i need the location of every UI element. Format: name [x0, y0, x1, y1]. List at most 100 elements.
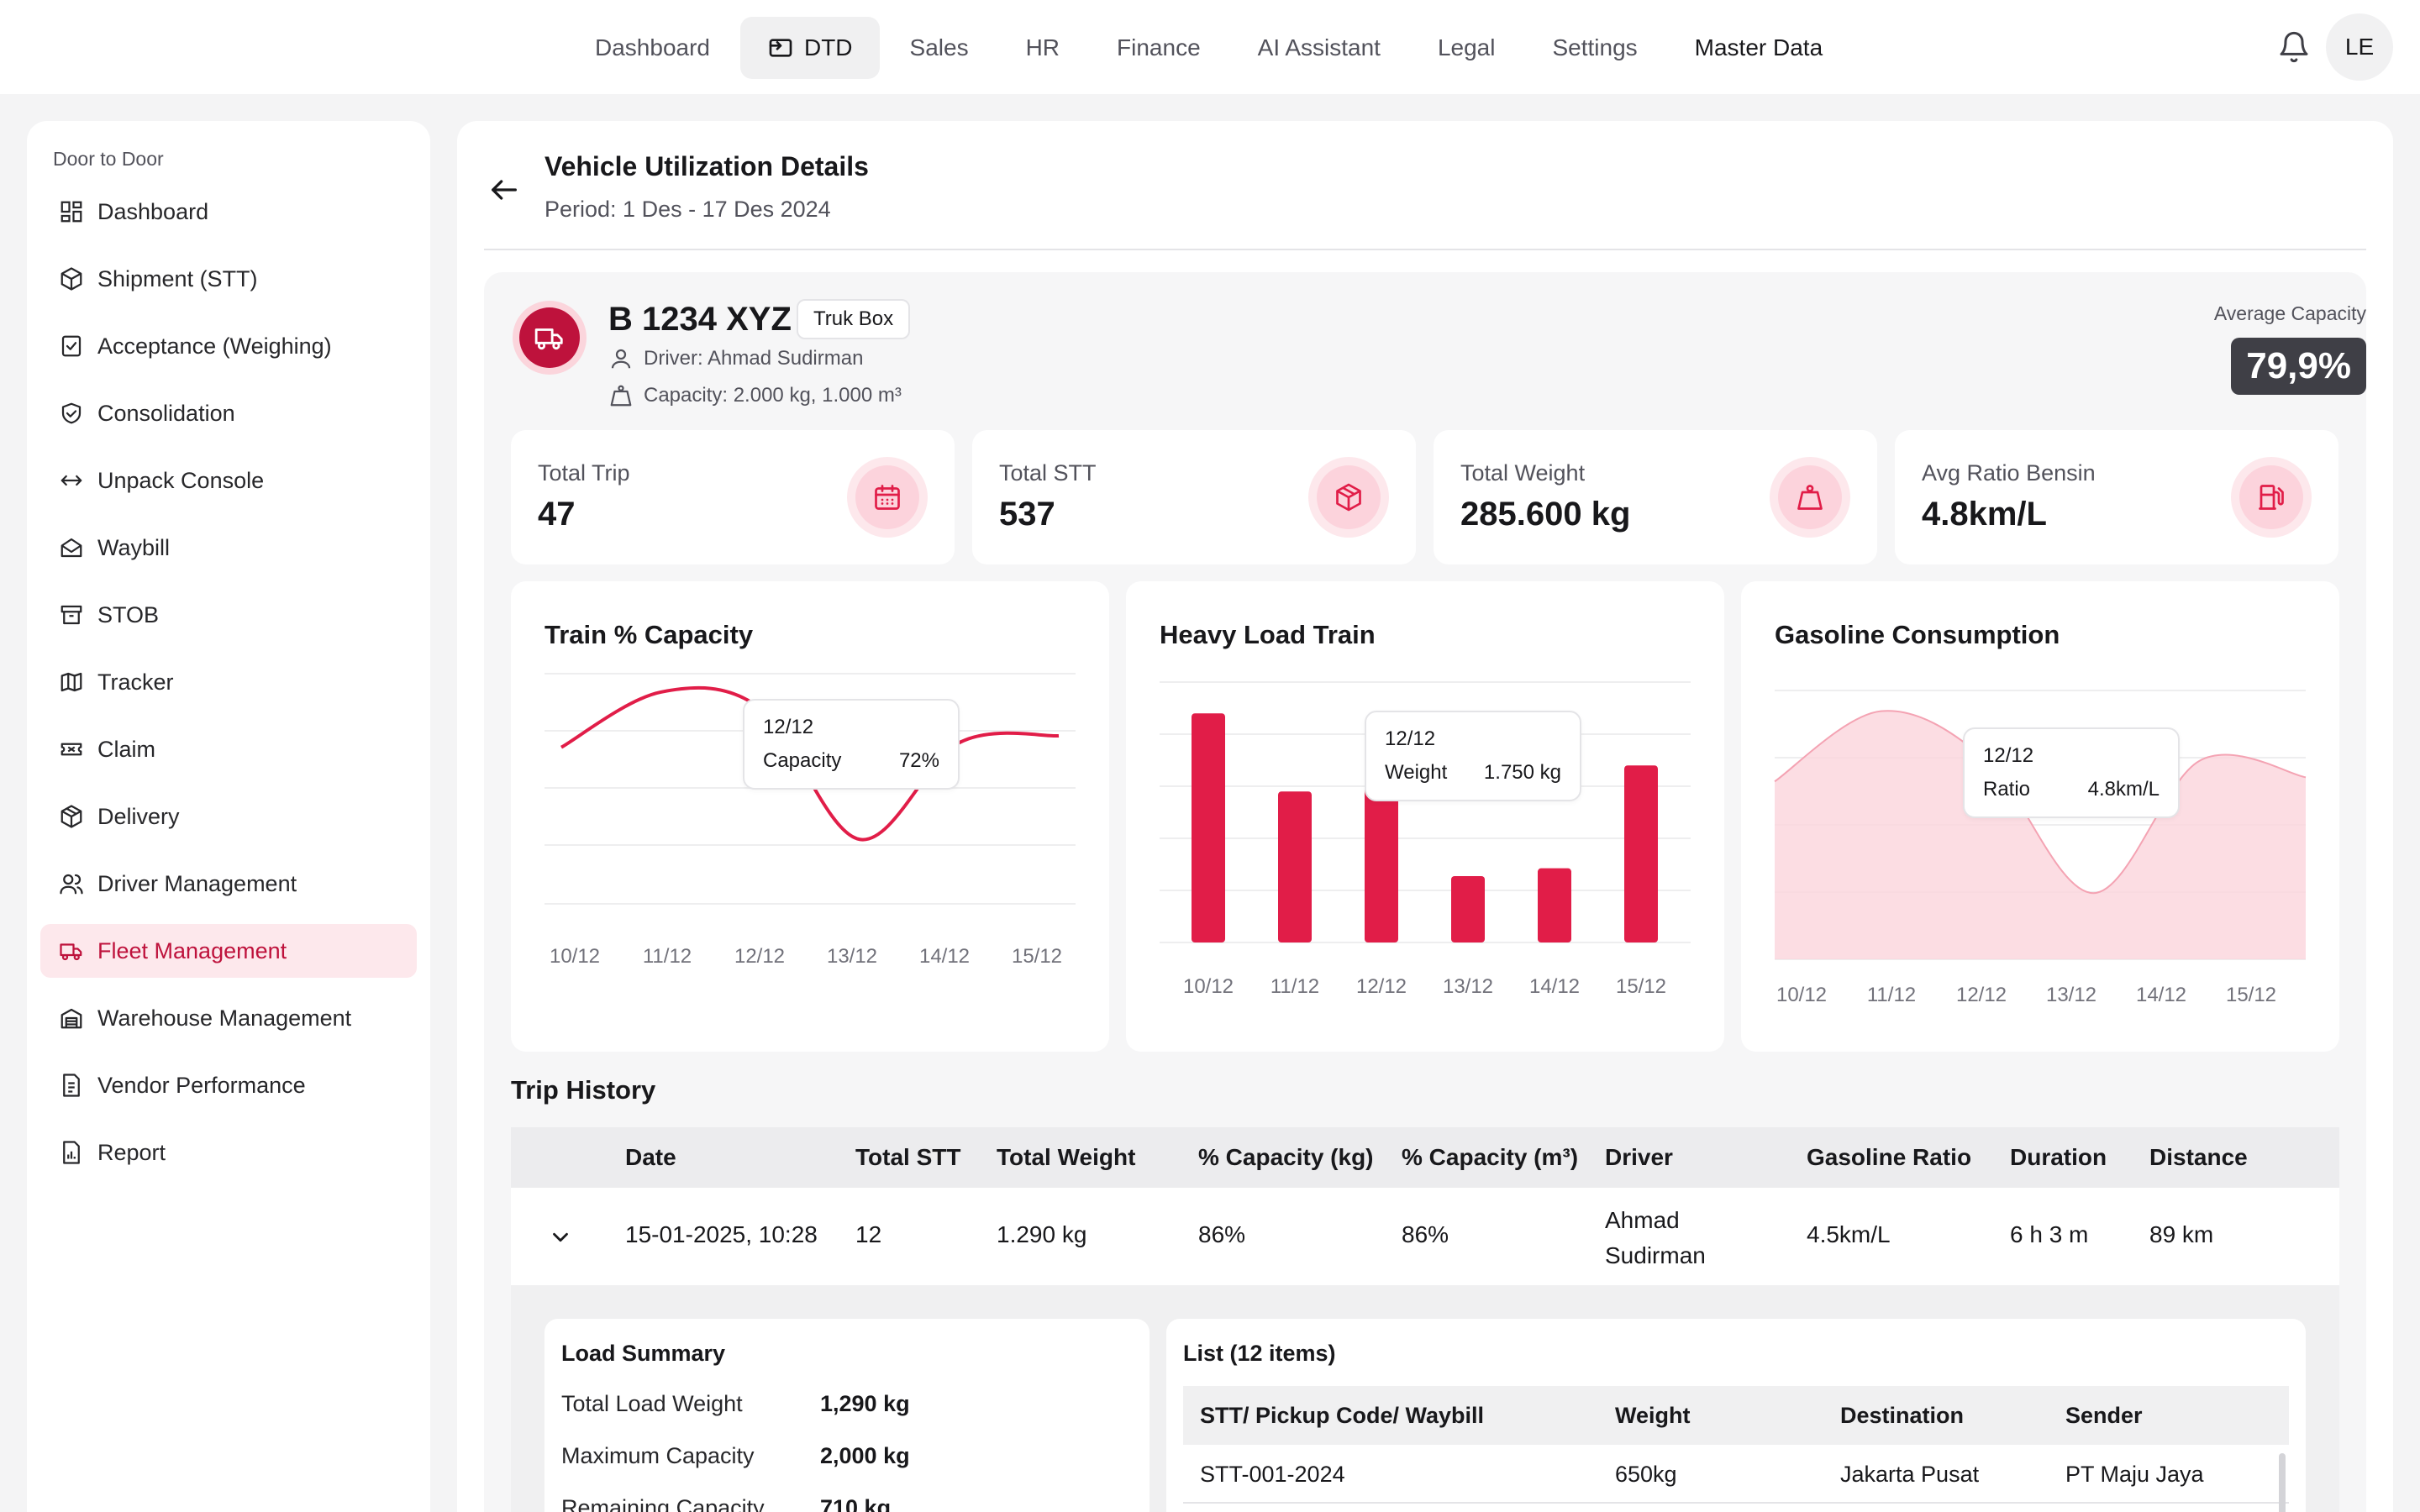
- bar: [1538, 868, 1571, 942]
- column-header[interactable]: Driver: [1605, 1144, 1673, 1170]
- box-icon: [1336, 483, 1361, 512]
- sidebar-item-label: Driver Management: [97, 870, 297, 896]
- nav-settings[interactable]: Settings: [1525, 17, 1664, 79]
- driver-last-name: Sudirman: [1605, 1242, 1706, 1268]
- nav-finance[interactable]: Finance: [1090, 17, 1228, 79]
- nav-dtd[interactable]: DTD: [739, 17, 880, 79]
- sidebar-item-consolidation[interactable]: Consolidation: [40, 386, 417, 440]
- nav-sales[interactable]: Sales: [883, 17, 996, 79]
- kpi-value: 537: [999, 496, 1055, 533]
- column-header[interactable]: Weight: [1615, 1403, 1691, 1428]
- load-row-label: Total Load Weight: [561, 1391, 743, 1416]
- column-header[interactable]: % Capacity (kg): [1198, 1144, 1374, 1170]
- consolidation-icon: [61, 402, 82, 424]
- sidebar-item-driver-management[interactable]: Driver Management: [40, 857, 417, 911]
- list-scrollbar[interactable]: [2279, 1453, 2286, 1512]
- weight-icon: [1797, 485, 1823, 510]
- x-tick-label: 14/12: [2136, 984, 2186, 1006]
- chart-title: Gasoline Consumption: [1775, 620, 2060, 649]
- cell-driver: Ahmad Sudirman: [1605, 1203, 1706, 1273]
- tooltip-date: 12/12: [763, 716, 814, 738]
- chart-title: Train % Capacity: [544, 620, 754, 649]
- sidebar-item-shipment[interactable]: Shipment (STT): [40, 252, 417, 306]
- back-arrow-icon[interactable]: [487, 173, 521, 207]
- column-header[interactable]: Distance: [2149, 1144, 2248, 1170]
- sidebar-item-delivery[interactable]: Delivery: [40, 790, 417, 843]
- nav-label: AI Assistant: [1257, 34, 1381, 60]
- column-header[interactable]: Destination: [1840, 1403, 1965, 1428]
- load-row-value: 710 kg: [820, 1495, 892, 1512]
- column-header[interactable]: Gasoline Ratio: [1807, 1144, 1972, 1170]
- sidebar-item-tracker[interactable]: Tracker: [40, 655, 417, 709]
- sidebar-item-label: STOB: [97, 601, 160, 627]
- x-tick-label: 15/12: [1012, 945, 1062, 968]
- cell-total-weight: 1.290 kg: [997, 1221, 1087, 1247]
- tooltip-value: 1.750 kg: [1483, 761, 1561, 784]
- vehicle-capacity: Capacity: 2.000 kg, 1.000 m³: [608, 383, 902, 408]
- kpi-icon-wrap: [2231, 457, 2312, 538]
- nav-dashboard[interactable]: Dashboard: [568, 17, 737, 79]
- bell-icon[interactable]: [2277, 30, 2311, 64]
- x-tick-label: 10/12: [1183, 975, 1234, 998]
- nav-label: Settings: [1552, 34, 1638, 60]
- fuel-icon: [2259, 485, 2284, 510]
- x-tick-label: 11/12: [1867, 984, 1916, 1006]
- cell-total-stt: 12: [855, 1221, 882, 1247]
- chevron-down-icon[interactable]: [548, 1225, 573, 1250]
- sidebar-item-warehouse-management[interactable]: Warehouse Management: [40, 991, 417, 1045]
- tooltip-label: Ratio: [1983, 778, 2031, 801]
- sidebar-item-fleet-management[interactable]: Fleet Management: [40, 924, 417, 978]
- sidebar-item-acceptance[interactable]: Acceptance (Weighing): [40, 319, 417, 373]
- cell-gasoline-ratio: 4.5km/L: [1807, 1221, 1891, 1247]
- warehouse-icon: [60, 1008, 82, 1029]
- tooltip-row: Capacity 72%: [763, 749, 939, 773]
- nav-legal[interactable]: Legal: [1411, 17, 1523, 79]
- map-icon: [60, 672, 82, 692]
- sidebar-item-claim[interactable]: Claim: [40, 722, 417, 776]
- table-row[interactable]: 15-01-2025, 10:28 12 1.290 kg 86% 86% Ah…: [511, 1188, 2339, 1285]
- sidebar-item-label: Report: [97, 1139, 166, 1165]
- nav-label: DTD: [803, 34, 853, 60]
- kpi-icon-inner: [1317, 465, 1381, 529]
- cell-code: STT-001-2024: [1200, 1462, 1345, 1487]
- avatar[interactable]: LE: [2326, 13, 2393, 81]
- capacity-text: Capacity: 2.000 kg, 1.000 m³: [644, 384, 902, 407]
- x-tick-label: 10/12: [1776, 984, 1827, 1006]
- column-header[interactable]: Total Weight: [997, 1144, 1136, 1170]
- sidebar-item-dashboard[interactable]: Dashboard: [40, 185, 417, 239]
- chart-heavy-load: Heavy Load Train 10/12 11/12 12/12 13/12 14/…: [1126, 581, 1724, 1052]
- sidebar-item-report[interactable]: Report: [40, 1126, 417, 1179]
- column-header[interactable]: Duration: [2010, 1144, 2107, 1170]
- bar: [1451, 875, 1485, 942]
- bar: [1278, 791, 1312, 942]
- arrows-horizontal-icon: [60, 475, 82, 486]
- cell-sender: PT Maju Jaya: [2065, 1462, 2204, 1487]
- nav-master-data[interactable]: Master Data: [1668, 17, 1850, 79]
- sidebar-item-label: Delivery: [97, 803, 180, 829]
- list-item[interactable]: STT-001-2024 650kg Jakarta Pusat PT Maju…: [1183, 1445, 2289, 1504]
- x-tick-label: 11/12: [1270, 975, 1319, 998]
- column-header[interactable]: % Capacity (m³): [1402, 1144, 1579, 1170]
- column-header[interactable]: Date: [625, 1144, 676, 1170]
- column-header[interactable]: STT/ Pickup Code/ Waybill: [1200, 1403, 1485, 1428]
- top-navbar: Dashboard DTD Sales HR Finance AI Assist…: [0, 0, 2420, 94]
- sidebar-item-waybill[interactable]: Waybill: [40, 521, 417, 575]
- nav-hr[interactable]: HR: [999, 17, 1086, 79]
- cell-date: 15-01-2025, 10:28: [625, 1221, 818, 1247]
- column-header[interactable]: Sender: [2065, 1403, 2143, 1428]
- nav-label: Dashboard: [595, 34, 710, 60]
- weight-icon: [610, 385, 632, 407]
- nav-ai-assistant[interactable]: AI Assistant: [1231, 17, 1407, 79]
- user-icon: [611, 349, 631, 369]
- sidebar-item-stob[interactable]: STOB: [40, 588, 417, 642]
- vehicle-type-badge: Truk Box: [797, 299, 911, 339]
- sidebar-item-label: Unpack Console: [97, 467, 265, 493]
- sidebar-section-title: Door to Door: [53, 148, 164, 170]
- list-table-header: STT/ Pickup Code/ Waybill Weight Destina…: [1183, 1386, 2289, 1445]
- average-capacity-label: Average Capacity: [2213, 302, 2366, 324]
- sidebar-item-unpack-console[interactable]: Unpack Console: [40, 454, 417, 507]
- sidebar-item-vendor-performance[interactable]: Vendor Performance: [40, 1058, 417, 1112]
- bar: [1624, 765, 1658, 942]
- column-header[interactable]: Total STT: [855, 1144, 961, 1170]
- sidebar-item-label: Waybill: [97, 534, 171, 560]
